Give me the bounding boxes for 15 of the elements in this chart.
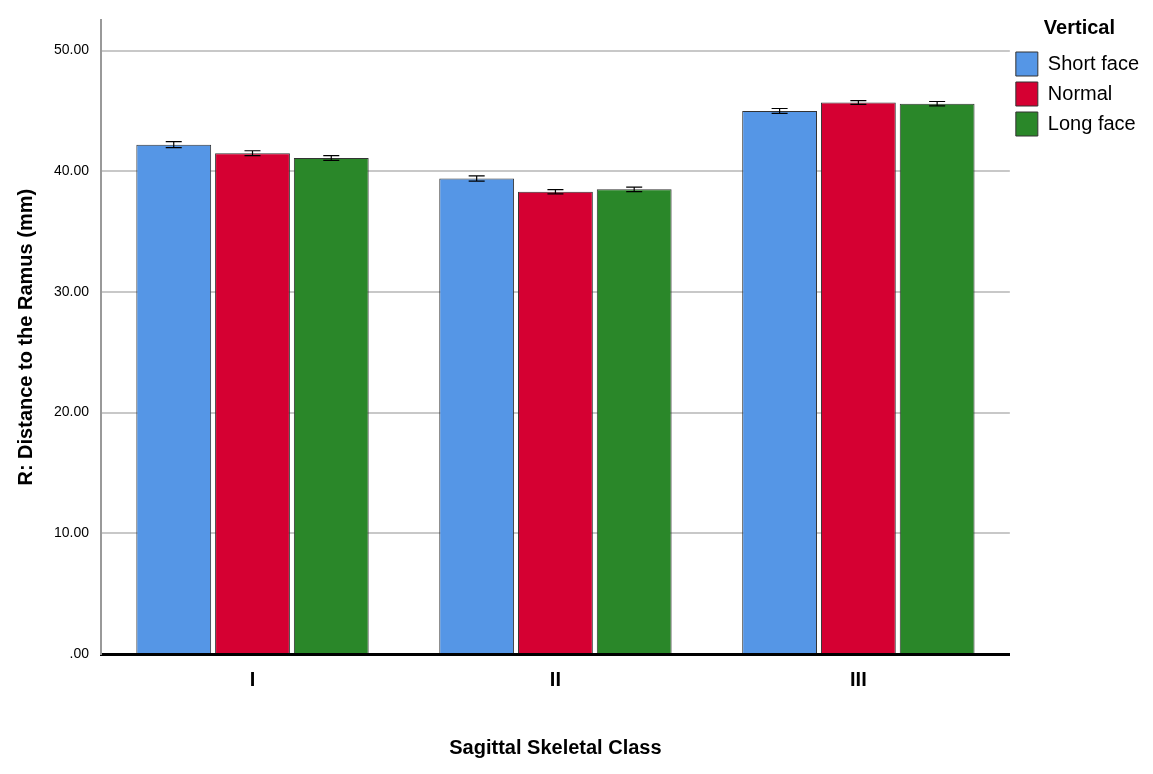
y-tick-label: 30.00 [53, 282, 90, 299]
x-tick-label: II [549, 667, 561, 690]
y-tick-label: 20.00 [53, 403, 90, 420]
x-axis-title: Sagittal Skeletal Class [449, 735, 662, 758]
legend-label: Short face [1047, 51, 1140, 74]
y-tick-label: 50.00 [53, 41, 90, 58]
y-axis-title: R: Distance to the Ramus (mm) [13, 188, 36, 486]
x-tick-label: III [850, 667, 867, 690]
legend-label: Normal [1047, 81, 1113, 104]
legend-label: Long face [1047, 111, 1136, 134]
y-tick-label: .00 [69, 644, 90, 661]
y-tick-label: 40.00 [53, 162, 90, 179]
legend-title: Vertical [1043, 15, 1115, 38]
x-tick-label: I [249, 667, 256, 690]
y-tick-label: 10.00 [53, 524, 90, 541]
